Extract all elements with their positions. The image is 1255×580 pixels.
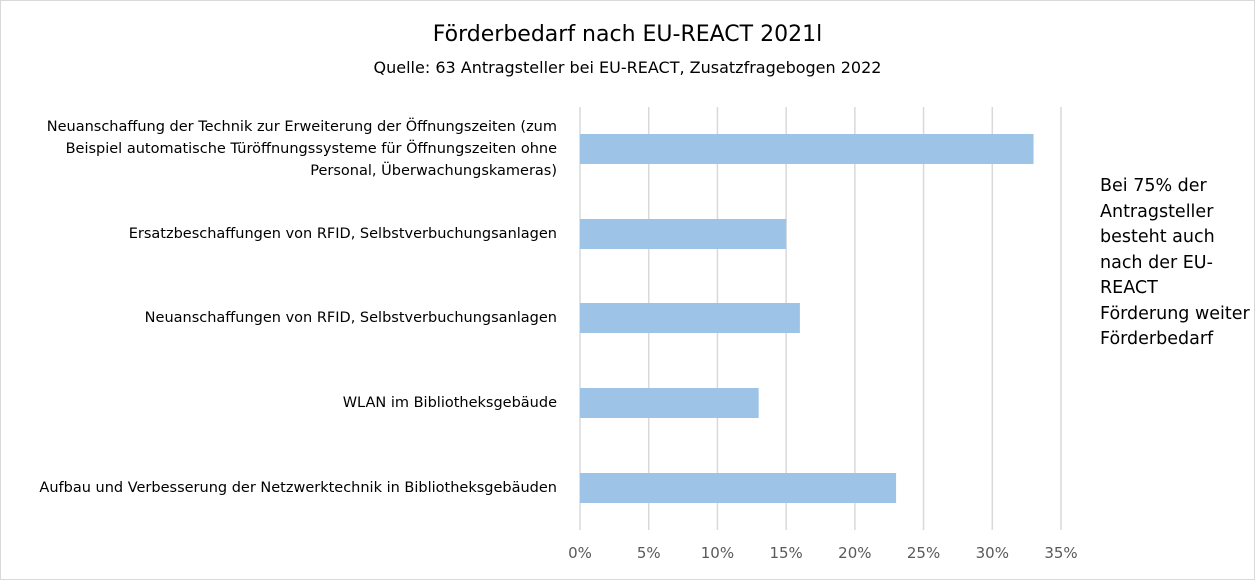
x-tick-label: 25%	[907, 544, 940, 562]
chart-title: Förderbedarf nach EU-REACT 2021l	[432, 22, 823, 47]
category-label: Ersatzbeschaffungen von RFID, Selbstverb…	[128, 226, 557, 242]
bar	[580, 473, 897, 503]
x-tick-label: 35%	[1044, 544, 1077, 562]
category-label: Neuanschaffung der Technik zur Erweiteru…	[46, 119, 557, 179]
x-tick-label: 5%	[637, 544, 661, 562]
category-label: WLAN im Bibliotheksgebäude	[342, 395, 557, 411]
bar	[580, 219, 787, 249]
bar	[580, 134, 1034, 164]
x-tick-label: 10%	[701, 544, 734, 562]
bar	[580, 388, 759, 418]
bar	[580, 303, 800, 333]
annotation-text: Bei 75% der Antragsteller besteht auch n…	[1100, 176, 1250, 349]
x-tick-label: 30%	[976, 544, 1009, 562]
x-tick-label: 0%	[568, 544, 592, 562]
category-label: Neuanschaffungen von RFID, Selbstverbuch…	[144, 310, 557, 326]
x-tick-label: 20%	[838, 544, 871, 562]
x-tick-label: 15%	[769, 544, 802, 562]
category-label: Aufbau und Verbesserung der Netzwerktech…	[39, 480, 557, 496]
chart-subtitle: Quelle: 63 Antragsteller bei EU-REACT, Z…	[373, 58, 882, 77]
